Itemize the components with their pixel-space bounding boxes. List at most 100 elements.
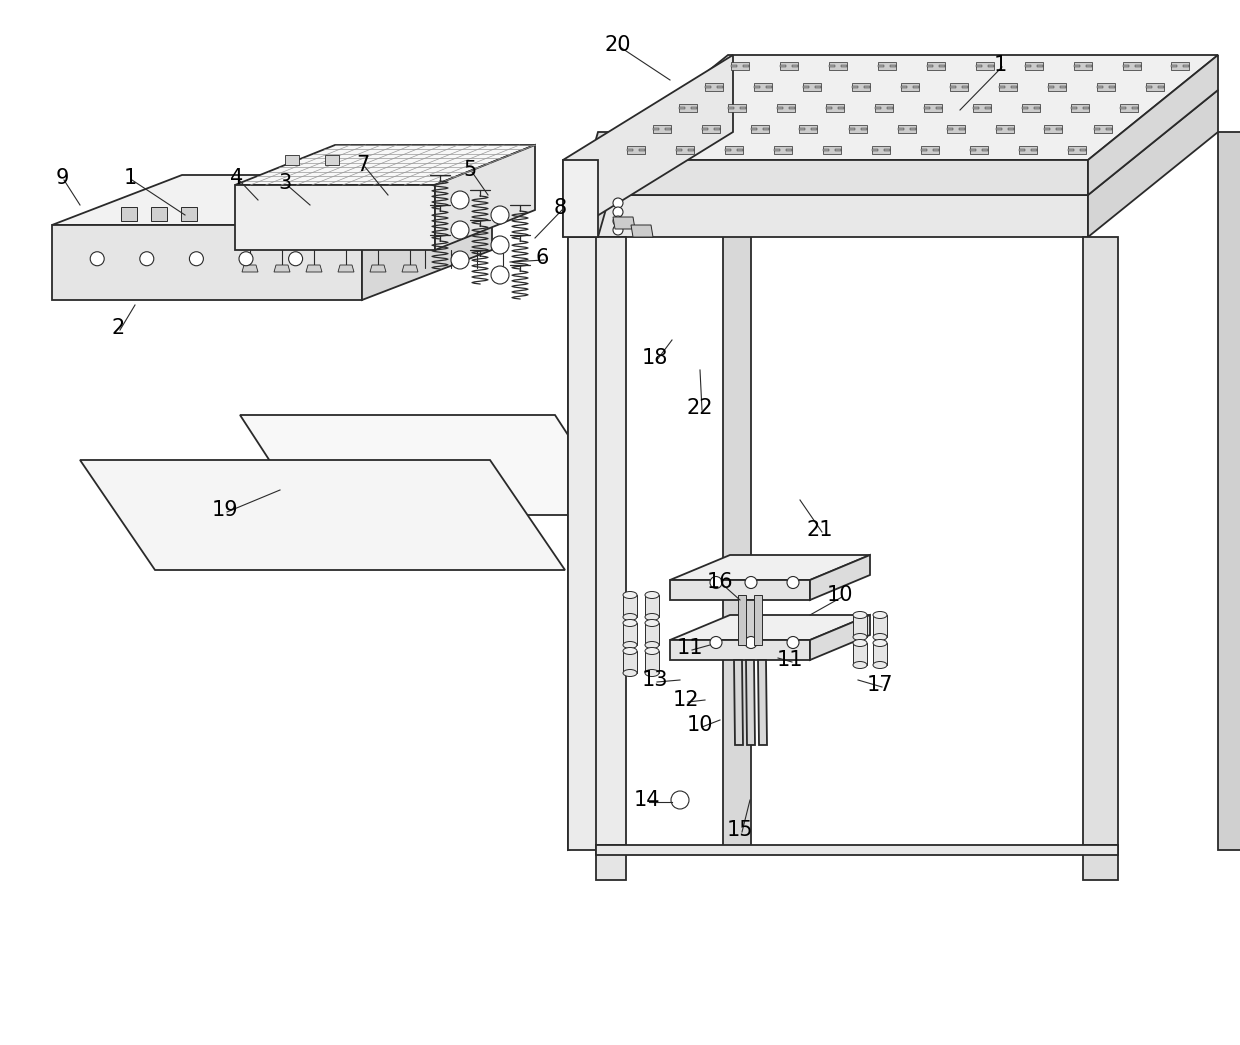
Polygon shape	[932, 148, 939, 150]
Polygon shape	[52, 225, 362, 300]
Polygon shape	[670, 616, 870, 640]
Polygon shape	[613, 217, 635, 229]
Polygon shape	[935, 107, 941, 109]
Polygon shape	[236, 185, 435, 250]
Ellipse shape	[622, 613, 637, 621]
Polygon shape	[982, 148, 987, 150]
Polygon shape	[811, 127, 817, 130]
Polygon shape	[1068, 148, 1074, 150]
Polygon shape	[728, 107, 734, 109]
Polygon shape	[780, 62, 797, 70]
Polygon shape	[626, 148, 632, 150]
Polygon shape	[1122, 65, 1128, 67]
Polygon shape	[873, 616, 887, 637]
Polygon shape	[998, 83, 1017, 91]
Polygon shape	[678, 107, 684, 109]
Polygon shape	[1122, 62, 1141, 70]
Polygon shape	[1131, 107, 1137, 109]
Polygon shape	[596, 845, 1118, 855]
Polygon shape	[1087, 55, 1218, 195]
Polygon shape	[704, 86, 711, 88]
Polygon shape	[828, 62, 847, 70]
Ellipse shape	[645, 670, 658, 676]
Ellipse shape	[645, 591, 658, 599]
Polygon shape	[631, 225, 653, 237]
Polygon shape	[1172, 65, 1178, 67]
Polygon shape	[645, 595, 658, 617]
Polygon shape	[435, 145, 534, 250]
Circle shape	[451, 191, 469, 209]
Polygon shape	[789, 107, 795, 109]
Ellipse shape	[853, 611, 867, 619]
Text: 2: 2	[112, 318, 125, 338]
Polygon shape	[1083, 845, 1118, 880]
Polygon shape	[976, 65, 982, 67]
Polygon shape	[652, 127, 658, 130]
Polygon shape	[976, 62, 993, 70]
Circle shape	[491, 236, 508, 254]
Polygon shape	[665, 127, 671, 130]
Polygon shape	[1056, 127, 1063, 130]
Polygon shape	[861, 127, 867, 130]
Polygon shape	[1074, 62, 1091, 70]
Polygon shape	[743, 65, 749, 67]
Polygon shape	[737, 148, 743, 150]
Ellipse shape	[853, 640, 867, 647]
Polygon shape	[1087, 90, 1218, 237]
Polygon shape	[1094, 127, 1100, 130]
Polygon shape	[1018, 148, 1024, 150]
Circle shape	[613, 207, 622, 217]
Text: 13: 13	[642, 670, 668, 690]
Polygon shape	[828, 65, 835, 67]
Polygon shape	[1096, 86, 1102, 88]
Ellipse shape	[622, 591, 637, 599]
Polygon shape	[374, 204, 389, 216]
Polygon shape	[750, 124, 769, 133]
Circle shape	[190, 252, 203, 265]
Polygon shape	[802, 83, 821, 91]
Polygon shape	[622, 595, 637, 617]
Text: 10: 10	[827, 585, 853, 605]
Polygon shape	[946, 127, 952, 130]
Polygon shape	[920, 148, 926, 150]
Polygon shape	[900, 83, 919, 91]
Polygon shape	[728, 103, 745, 112]
Polygon shape	[568, 237, 598, 850]
Polygon shape	[1024, 65, 1030, 67]
Ellipse shape	[873, 633, 887, 641]
Text: 21: 21	[807, 520, 833, 540]
Polygon shape	[370, 265, 386, 272]
Circle shape	[745, 636, 756, 649]
Polygon shape	[924, 107, 930, 109]
Polygon shape	[306, 265, 322, 272]
Ellipse shape	[873, 640, 887, 647]
Polygon shape	[645, 623, 658, 645]
Polygon shape	[996, 127, 1002, 130]
Polygon shape	[242, 265, 258, 272]
Polygon shape	[1120, 103, 1137, 112]
Polygon shape	[402, 265, 418, 272]
Polygon shape	[1070, 107, 1076, 109]
Circle shape	[787, 577, 799, 588]
Polygon shape	[52, 175, 492, 225]
Circle shape	[671, 791, 689, 809]
Polygon shape	[1074, 65, 1080, 67]
Polygon shape	[985, 107, 991, 109]
Polygon shape	[950, 83, 967, 91]
Circle shape	[613, 198, 622, 208]
Text: 17: 17	[867, 675, 893, 695]
Polygon shape	[800, 127, 806, 130]
Polygon shape	[1022, 107, 1028, 109]
Polygon shape	[1059, 86, 1065, 88]
Polygon shape	[774, 145, 791, 154]
Text: 15: 15	[727, 820, 753, 840]
Polygon shape	[998, 86, 1004, 88]
Polygon shape	[236, 145, 534, 185]
Polygon shape	[394, 196, 408, 209]
Polygon shape	[622, 623, 637, 645]
Polygon shape	[872, 148, 878, 150]
Polygon shape	[622, 651, 637, 673]
Polygon shape	[780, 65, 785, 67]
Polygon shape	[853, 643, 867, 665]
Polygon shape	[746, 660, 755, 745]
